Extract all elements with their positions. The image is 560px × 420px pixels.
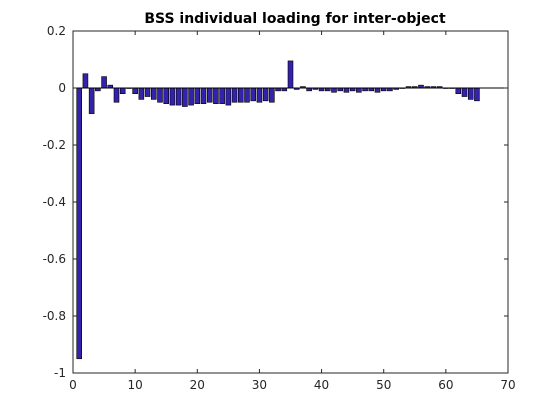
bar — [467, 87, 474, 100]
bar — [256, 87, 263, 103]
bars-group — [76, 60, 480, 360]
bar — [238, 87, 244, 103]
bar — [175, 87, 182, 106]
x-tick-label: 10 — [128, 378, 143, 392]
bar — [151, 87, 157, 100]
bar — [461, 87, 468, 97]
y-tick-label: -0.8 — [43, 309, 66, 323]
bar — [250, 87, 256, 102]
x-tick-label: 30 — [252, 378, 267, 392]
bar — [343, 87, 350, 93]
bar — [206, 87, 213, 103]
x-tick-label: 20 — [190, 378, 205, 392]
bar — [157, 87, 163, 103]
bar — [331, 87, 337, 93]
y-tick-label: -0.2 — [43, 138, 66, 152]
bar — [163, 87, 169, 104]
bar — [169, 87, 176, 106]
x-tick-label: 70 — [500, 378, 515, 392]
bar — [374, 87, 381, 93]
bar — [455, 87, 462, 94]
bar — [269, 87, 275, 103]
bar — [182, 87, 188, 107]
bar — [113, 87, 120, 103]
x-tick-label: 50 — [376, 378, 391, 392]
y-tick-label: -1 — [54, 366, 66, 380]
x-tick-label: 40 — [314, 378, 329, 392]
bar — [82, 73, 89, 89]
y-tick-label: -0.6 — [43, 252, 66, 266]
bar — [200, 87, 207, 104]
bar — [225, 87, 232, 106]
bar — [188, 87, 194, 106]
ticks-group: 0 10 20 30 40 50 60 70 0.2 0 -0.2 -0.4 -0.6 -0.8 -1 — [43, 24, 516, 392]
y-tick-label: 0 — [58, 81, 66, 95]
bar — [138, 87, 145, 100]
y-tick-label: -0.4 — [43, 195, 66, 209]
bar — [213, 87, 219, 104]
bar — [262, 87, 269, 102]
bar — [88, 87, 95, 114]
bar — [194, 87, 201, 104]
bar — [231, 87, 238, 103]
bar — [132, 87, 138, 94]
bar — [244, 87, 250, 103]
bar — [287, 60, 294, 89]
x-tick-label: 60 — [438, 378, 453, 392]
bar — [144, 87, 151, 97]
bar — [101, 76, 107, 89]
bar — [119, 87, 126, 94]
x-tick-label: 0 — [69, 378, 77, 392]
bar — [474, 87, 480, 102]
bar — [219, 87, 225, 104]
chart-title: BSS individual loading for inter-object — [144, 11, 446, 27]
bar — [76, 87, 83, 360]
bar — [356, 87, 362, 93]
y-tick-label: 0.2 — [47, 24, 66, 38]
